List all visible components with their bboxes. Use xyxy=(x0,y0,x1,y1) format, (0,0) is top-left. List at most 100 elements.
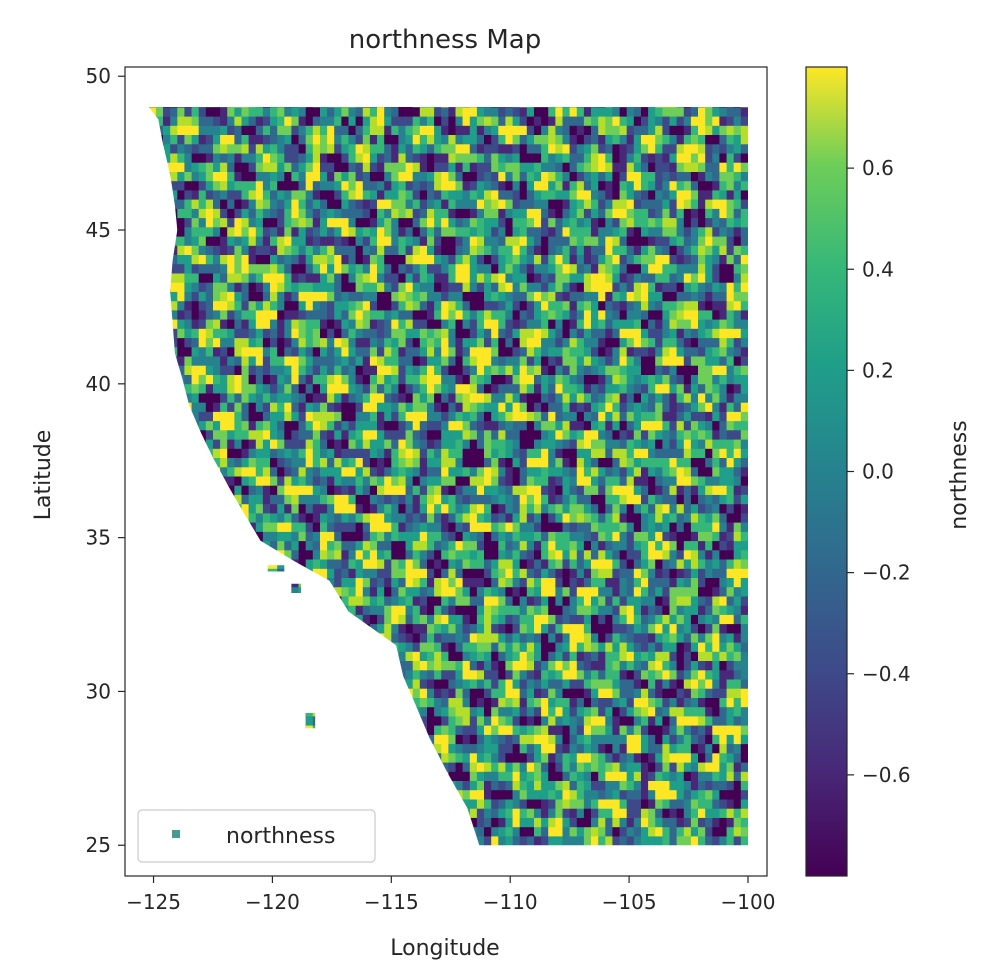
heatmap-cell xyxy=(619,596,628,606)
heatmap-cell xyxy=(220,688,228,698)
heatmap-cell xyxy=(526,586,535,597)
heatmap-cell xyxy=(626,365,635,375)
heatmap-cell xyxy=(205,679,214,689)
heatmap-cell xyxy=(641,688,649,698)
heatmap-cell xyxy=(476,310,485,320)
heatmap-cell xyxy=(569,513,578,523)
heatmap-cell xyxy=(548,743,556,754)
heatmap-cell xyxy=(526,365,535,375)
heatmap-cell xyxy=(362,310,371,320)
heatmap-cell xyxy=(576,300,585,311)
heatmap-cell xyxy=(662,513,670,523)
heatmap-cell xyxy=(669,310,677,320)
heatmap-cell xyxy=(377,346,385,357)
heatmap-cell xyxy=(412,577,421,588)
heatmap-cell xyxy=(641,494,649,505)
heatmap-cell xyxy=(498,771,506,781)
heatmap-cell xyxy=(255,549,264,560)
heatmap-cell xyxy=(676,614,685,625)
heatmap-cell xyxy=(676,383,685,394)
heatmap-cell xyxy=(419,466,428,477)
heatmap-cell xyxy=(398,836,406,846)
heatmap-cell xyxy=(612,762,620,772)
heatmap-cell xyxy=(612,503,620,514)
heatmap-cell xyxy=(241,568,249,578)
heatmap-cell xyxy=(170,789,178,800)
heatmap-cell xyxy=(491,337,499,348)
heatmap-cell xyxy=(676,780,685,791)
heatmap-cell xyxy=(277,577,285,588)
heatmap-cell xyxy=(491,346,499,357)
heatmap-cell xyxy=(633,605,642,615)
heatmap-cell xyxy=(348,310,356,320)
heatmap-cell xyxy=(227,577,235,588)
heatmap-cell xyxy=(155,799,164,809)
heatmap-cell xyxy=(241,337,249,348)
heatmap-cell xyxy=(248,697,257,708)
heatmap-cell xyxy=(455,319,463,329)
heatmap-cell xyxy=(170,799,178,809)
heatmap-cell xyxy=(434,826,442,837)
heatmap-cell xyxy=(441,679,449,689)
heatmap-cell xyxy=(448,771,456,781)
heatmap-cell xyxy=(569,780,578,791)
heatmap-cell xyxy=(362,439,371,449)
heatmap-cell xyxy=(484,789,492,800)
heatmap-cell xyxy=(412,679,421,689)
heatmap-cell xyxy=(526,669,535,680)
heatmap-cell xyxy=(205,642,214,652)
heatmap-cell xyxy=(377,799,385,809)
heatmap-cell xyxy=(213,780,221,791)
heatmap-cell xyxy=(334,310,342,320)
heatmap-cell xyxy=(163,669,171,680)
heatmap-cell xyxy=(277,503,285,514)
heatmap-cell xyxy=(733,762,742,772)
heatmap-cell xyxy=(712,688,720,698)
heatmap-cell xyxy=(320,300,328,311)
heatmap-cell xyxy=(619,771,628,781)
heatmap-cell xyxy=(733,623,742,634)
heatmap-cell xyxy=(683,577,692,588)
heatmap-cell xyxy=(234,688,242,698)
heatmap-cell xyxy=(341,522,349,532)
heatmap-cell xyxy=(170,549,178,560)
heatmap-cell xyxy=(462,549,471,560)
heatmap-cell xyxy=(626,688,635,698)
heatmap-cell xyxy=(519,753,528,763)
heatmap-cell xyxy=(733,485,742,495)
heatmap-cell xyxy=(369,374,378,385)
heatmap-cell xyxy=(512,559,521,569)
heatmap-cell xyxy=(148,568,157,578)
heatmap-cell xyxy=(334,374,342,385)
heatmap-cell xyxy=(284,457,292,468)
heatmap-cell xyxy=(441,365,449,375)
heatmap-cell xyxy=(320,679,328,689)
heatmap-cell xyxy=(262,771,271,781)
heatmap-cell xyxy=(662,623,670,634)
heatmap-cell xyxy=(619,531,628,542)
heatmap-cell xyxy=(427,559,435,569)
heatmap-cell xyxy=(662,476,670,486)
heatmap-cell xyxy=(441,430,449,440)
heatmap-cell xyxy=(534,826,542,837)
heatmap-cell xyxy=(405,549,414,560)
heatmap-cell xyxy=(633,319,642,329)
heatmap-cell xyxy=(355,439,364,449)
heatmap-cell xyxy=(712,614,720,625)
heatmap-cell xyxy=(676,817,685,828)
heatmap-cell xyxy=(733,319,742,329)
heatmap-cell xyxy=(662,660,670,671)
heatmap-cell xyxy=(676,430,685,440)
heatmap-cell xyxy=(512,799,521,809)
heatmap-cell xyxy=(327,420,335,431)
heatmap-cell xyxy=(291,725,299,735)
heatmap-cell xyxy=(362,614,371,625)
heatmap-cell xyxy=(277,706,285,717)
heatmap-cell xyxy=(740,642,749,652)
heatmap-cell xyxy=(170,448,178,458)
heatmap-cell xyxy=(213,734,221,745)
heatmap-cell xyxy=(512,319,521,329)
heatmap-cell xyxy=(255,771,264,781)
heatmap-cell xyxy=(412,559,421,569)
heatmap-cell xyxy=(633,559,642,569)
